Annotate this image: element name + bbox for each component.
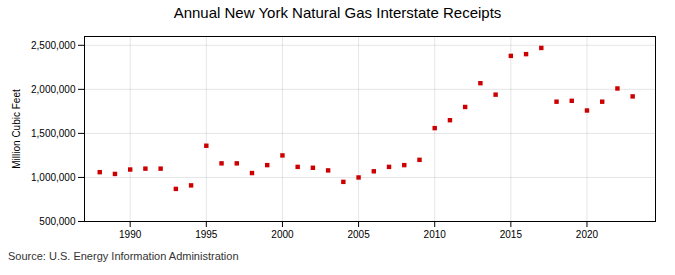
svg-text:1,000,000: 1,000,000 [31,172,76,183]
svg-text:2005: 2005 [347,229,370,240]
svg-text:2,000,000: 2,000,000 [31,84,76,95]
svg-text:2000: 2000 [271,229,294,240]
svg-text:2010: 2010 [424,229,447,240]
svg-text:1990: 1990 [119,229,142,240]
svg-text:2,500,000: 2,500,000 [31,40,76,51]
svg-text:2020: 2020 [576,229,599,240]
svg-text:500,000: 500,000 [39,216,76,227]
svg-text:1,500,000: 1,500,000 [31,128,76,139]
html-text:Source: U.S. Energy Informatio: Source: U.S. Energy Information Administ… [8,250,239,262]
svg-text:2015: 2015 [500,229,523,240]
html-text:Annual New York Natural Gas In: Annual New York Natural Gas Interstate R… [173,4,502,21]
svg-text:Million Cubic Feet: Million Cubic Feet [11,89,22,169]
svg-text:1995: 1995 [195,229,218,240]
